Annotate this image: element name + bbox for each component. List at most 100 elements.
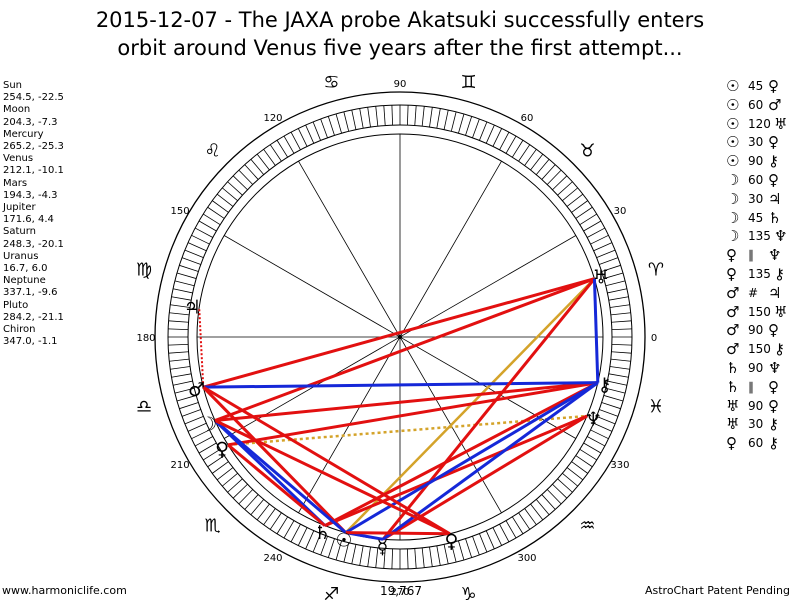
- degree-tick: [269, 512, 282, 530]
- degree-tick: [579, 449, 597, 461]
- degree-tick: [479, 533, 488, 553]
- degree-tick: [524, 508, 537, 525]
- aspect-line: [381, 277, 596, 541]
- aspect-line: [202, 277, 595, 389]
- aspect-row: ♀ 60 ⚷: [726, 434, 796, 454]
- aspect-line: [198, 307, 205, 388]
- aspect-planet1-icon: ♅: [726, 396, 740, 415]
- degree-tick: [391, 548, 394, 569]
- degree-tick: [611, 351, 632, 354]
- aspect-planet2-icon: ♀: [768, 377, 779, 396]
- aspect-angle: 60: [748, 436, 764, 451]
- degree-tick: [212, 200, 229, 213]
- degree-tick: [443, 544, 449, 565]
- degree-tick: [359, 545, 364, 566]
- degree-tick: [590, 429, 609, 440]
- aspect-line: [324, 381, 599, 527]
- degree-tick: [535, 159, 550, 175]
- aspect-planet1-icon: ☽: [726, 189, 740, 208]
- degree-tick: [557, 478, 573, 493]
- degree-tick: [283, 135, 295, 154]
- zodiac-sign-icon: ♋: [323, 72, 339, 93]
- aspect-planet1-icon: ♄: [726, 359, 740, 377]
- degree-tick: [212, 461, 229, 474]
- degree-tick: [244, 494, 259, 510]
- aspect-planet2-icon: ♃: [768, 189, 782, 208]
- degree-tick: [327, 538, 335, 558]
- degree-tick: [609, 366, 630, 370]
- planet-uranus-icon: ♅: [593, 267, 610, 289]
- aspect-angle: #: [748, 285, 759, 300]
- aspect-planet2-icon: ⚷: [774, 340, 785, 359]
- planet-coords-chiron: 347.0, -1.1: [3, 336, 58, 348]
- degree-tick: [611, 343, 632, 346]
- degree-label: 210: [170, 460, 189, 471]
- aspect-planet2-icon: ♅: [774, 302, 788, 321]
- planet-chiron-icon: ⚷: [598, 374, 612, 396]
- planet-saturn-icon: ♄: [314, 522, 331, 544]
- degree-tick: [276, 140, 288, 158]
- aspect-line: [203, 381, 598, 389]
- aspect-planet1-icon: ☉: [726, 133, 740, 152]
- aspect-planet2-icon: ♅: [774, 114, 788, 133]
- degree-tick: [351, 544, 357, 565]
- aspect-planet1-icon: ☉: [726, 77, 740, 95]
- aspect-angle: 30: [748, 191, 764, 206]
- degree-tick: [320, 536, 328, 556]
- degree-tick: [312, 121, 321, 141]
- planet-coords-neptune: 337.1, -9.6: [3, 287, 58, 299]
- degree-tick: [244, 164, 259, 180]
- aspect-row: ♄ ∥ ♀: [726, 377, 796, 398]
- aspect-planet1-icon: ♂: [726, 321, 740, 340]
- aspect-row: ☉ 90 ⚷: [726, 152, 796, 172]
- degree-tick: [168, 343, 189, 346]
- planet-name-saturn: Saturn: [3, 226, 37, 238]
- degree-tick: [524, 149, 537, 166]
- aspect-planet1-icon: ☽: [726, 227, 740, 246]
- aspect-angle: 135: [748, 229, 771, 244]
- planet-coords-venus: 212.1, -10.1: [3, 165, 64, 177]
- degree-label: 240: [263, 553, 282, 564]
- degree-tick: [172, 380, 193, 386]
- aspect-angle: 150: [748, 342, 771, 357]
- degree-tick: [518, 144, 531, 162]
- zodiac-sign-icon: ♐: [323, 584, 339, 600]
- degree-tick: [436, 108, 441, 129]
- planet-name-venus: Venus: [3, 153, 34, 165]
- planet-coords-mercury: 265.2, -25.3: [3, 141, 64, 153]
- planet-mercury-icon: ☿: [377, 536, 389, 558]
- degree-tick: [367, 546, 371, 567]
- degree-tick: [429, 107, 433, 128]
- aspect-planet2-icon: ♀: [768, 77, 779, 95]
- aspect-row: ♂ 90 ♀: [726, 321, 796, 341]
- aspect-line: [227, 381, 599, 447]
- planet-name-sun: Sun: [3, 80, 23, 91]
- degree-tick: [168, 320, 189, 323]
- degree-tick: [207, 455, 225, 468]
- degree-tick: [187, 242, 207, 252]
- degree-tick: [546, 169, 562, 185]
- degree-tick: [250, 159, 265, 175]
- planet-moon-icon: ☽: [200, 413, 217, 435]
- aspect-row: ♀ 135 ⚷: [726, 265, 796, 285]
- degree-tick: [238, 489, 254, 505]
- zodiac-sign-icon: ♓: [648, 397, 664, 418]
- planet-name-moon: Moon: [3, 104, 31, 116]
- aspect-planet2-icon: ⚷: [768, 152, 779, 171]
- aspect-planet2-icon: ♄: [768, 208, 782, 227]
- degree-tick: [458, 540, 465, 561]
- degree-label: 0: [651, 333, 657, 344]
- chart-title-line2: orbit around Venus five years after the …: [117, 36, 683, 60]
- degree-tick: [250, 499, 265, 515]
- degree-tick: [575, 206, 593, 219]
- degree-tick: [181, 409, 201, 417]
- planet-position-list: Sun 254.5, -22.5 Moon 204.3, -7.3 Mercury 265…: [3, 80, 64, 348]
- aspect-planet1-icon: ♂: [726, 302, 740, 321]
- degree-tick: [492, 128, 503, 147]
- degree-tick: [596, 416, 616, 425]
- degree-tick: [174, 387, 195, 394]
- degree-tick: [499, 523, 510, 543]
- aspect-planet2-icon: ♀: [768, 133, 779, 152]
- degree-tick: [181, 257, 201, 265]
- degree-tick: [603, 272, 624, 279]
